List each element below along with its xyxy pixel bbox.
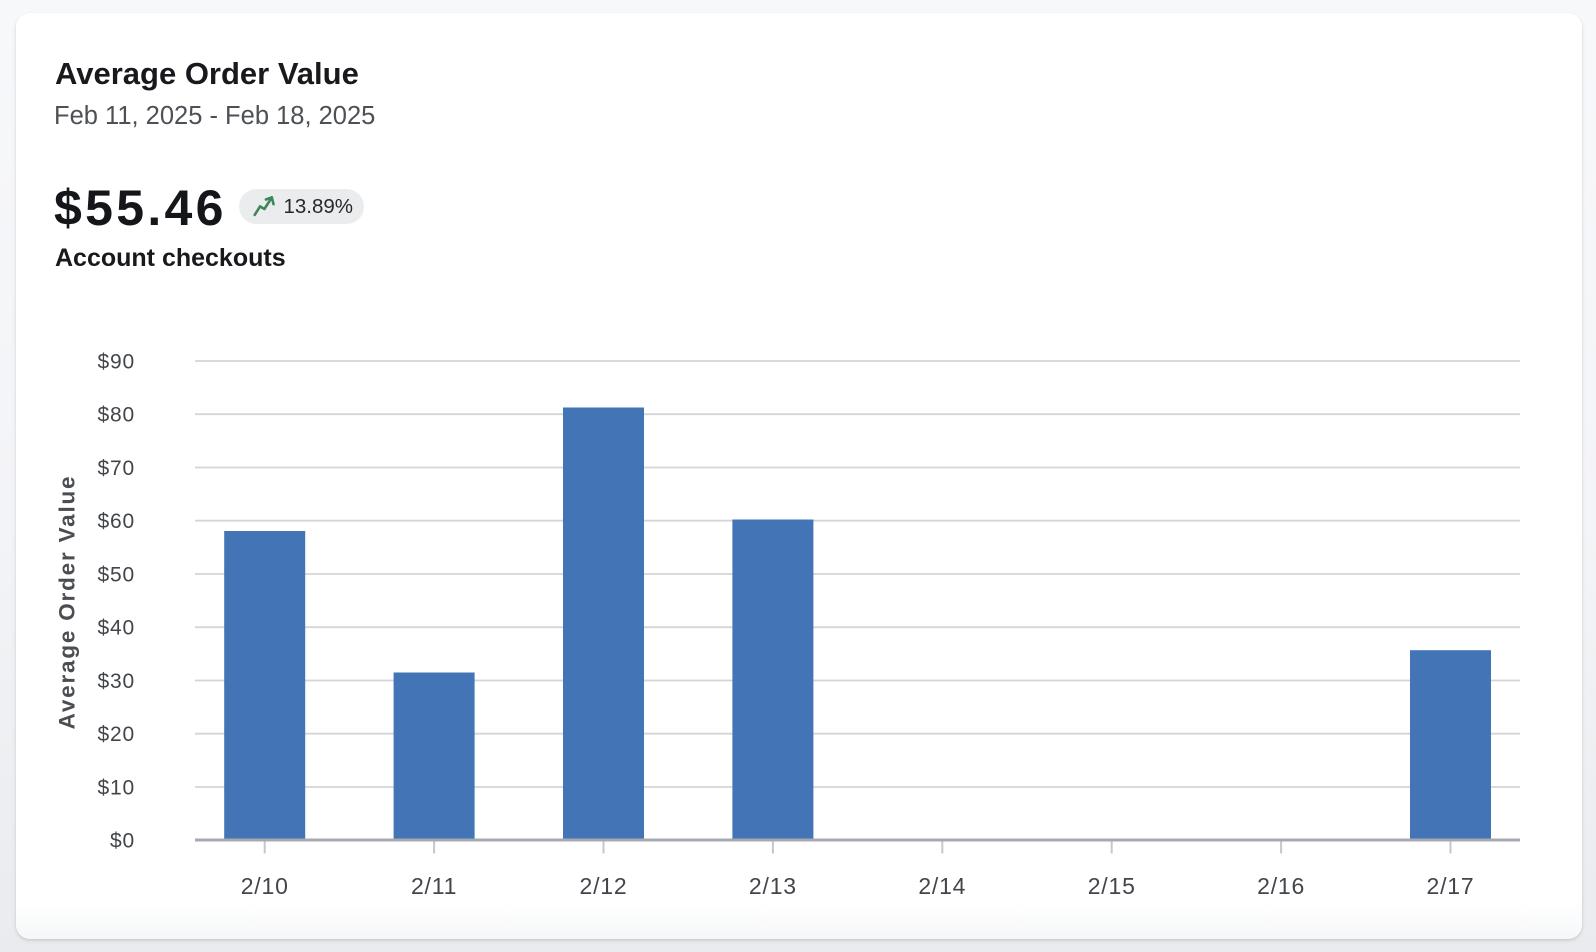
svg-text:2/17: 2/17 (1427, 873, 1475, 899)
svg-text:2/10: 2/10 (241, 873, 289, 899)
svg-text:$50: $50 (98, 564, 135, 587)
svg-text:2/12: 2/12 (580, 873, 628, 899)
svg-text:2/13: 2/13 (749, 873, 797, 899)
svg-text:2/15: 2/15 (1088, 873, 1136, 899)
svg-text:$80: $80 (98, 404, 135, 427)
svg-text:$0: $0 (110, 830, 135, 853)
svg-text:Average Order Value: Average Order Value (55, 475, 80, 730)
svg-text:$60: $60 (98, 510, 135, 533)
svg-text:$70: $70 (98, 457, 135, 480)
svg-text:$90: $90 (98, 351, 135, 374)
svg-text:$30: $30 (98, 670, 135, 693)
svg-text:$20: $20 (98, 723, 135, 746)
svg-text:2/14: 2/14 (918, 873, 966, 899)
svg-text:2/16: 2/16 (1257, 873, 1305, 899)
svg-text:$40: $40 (98, 617, 135, 640)
svg-text:$10: $10 (98, 777, 135, 800)
svg-text:2/11: 2/11 (411, 873, 457, 899)
